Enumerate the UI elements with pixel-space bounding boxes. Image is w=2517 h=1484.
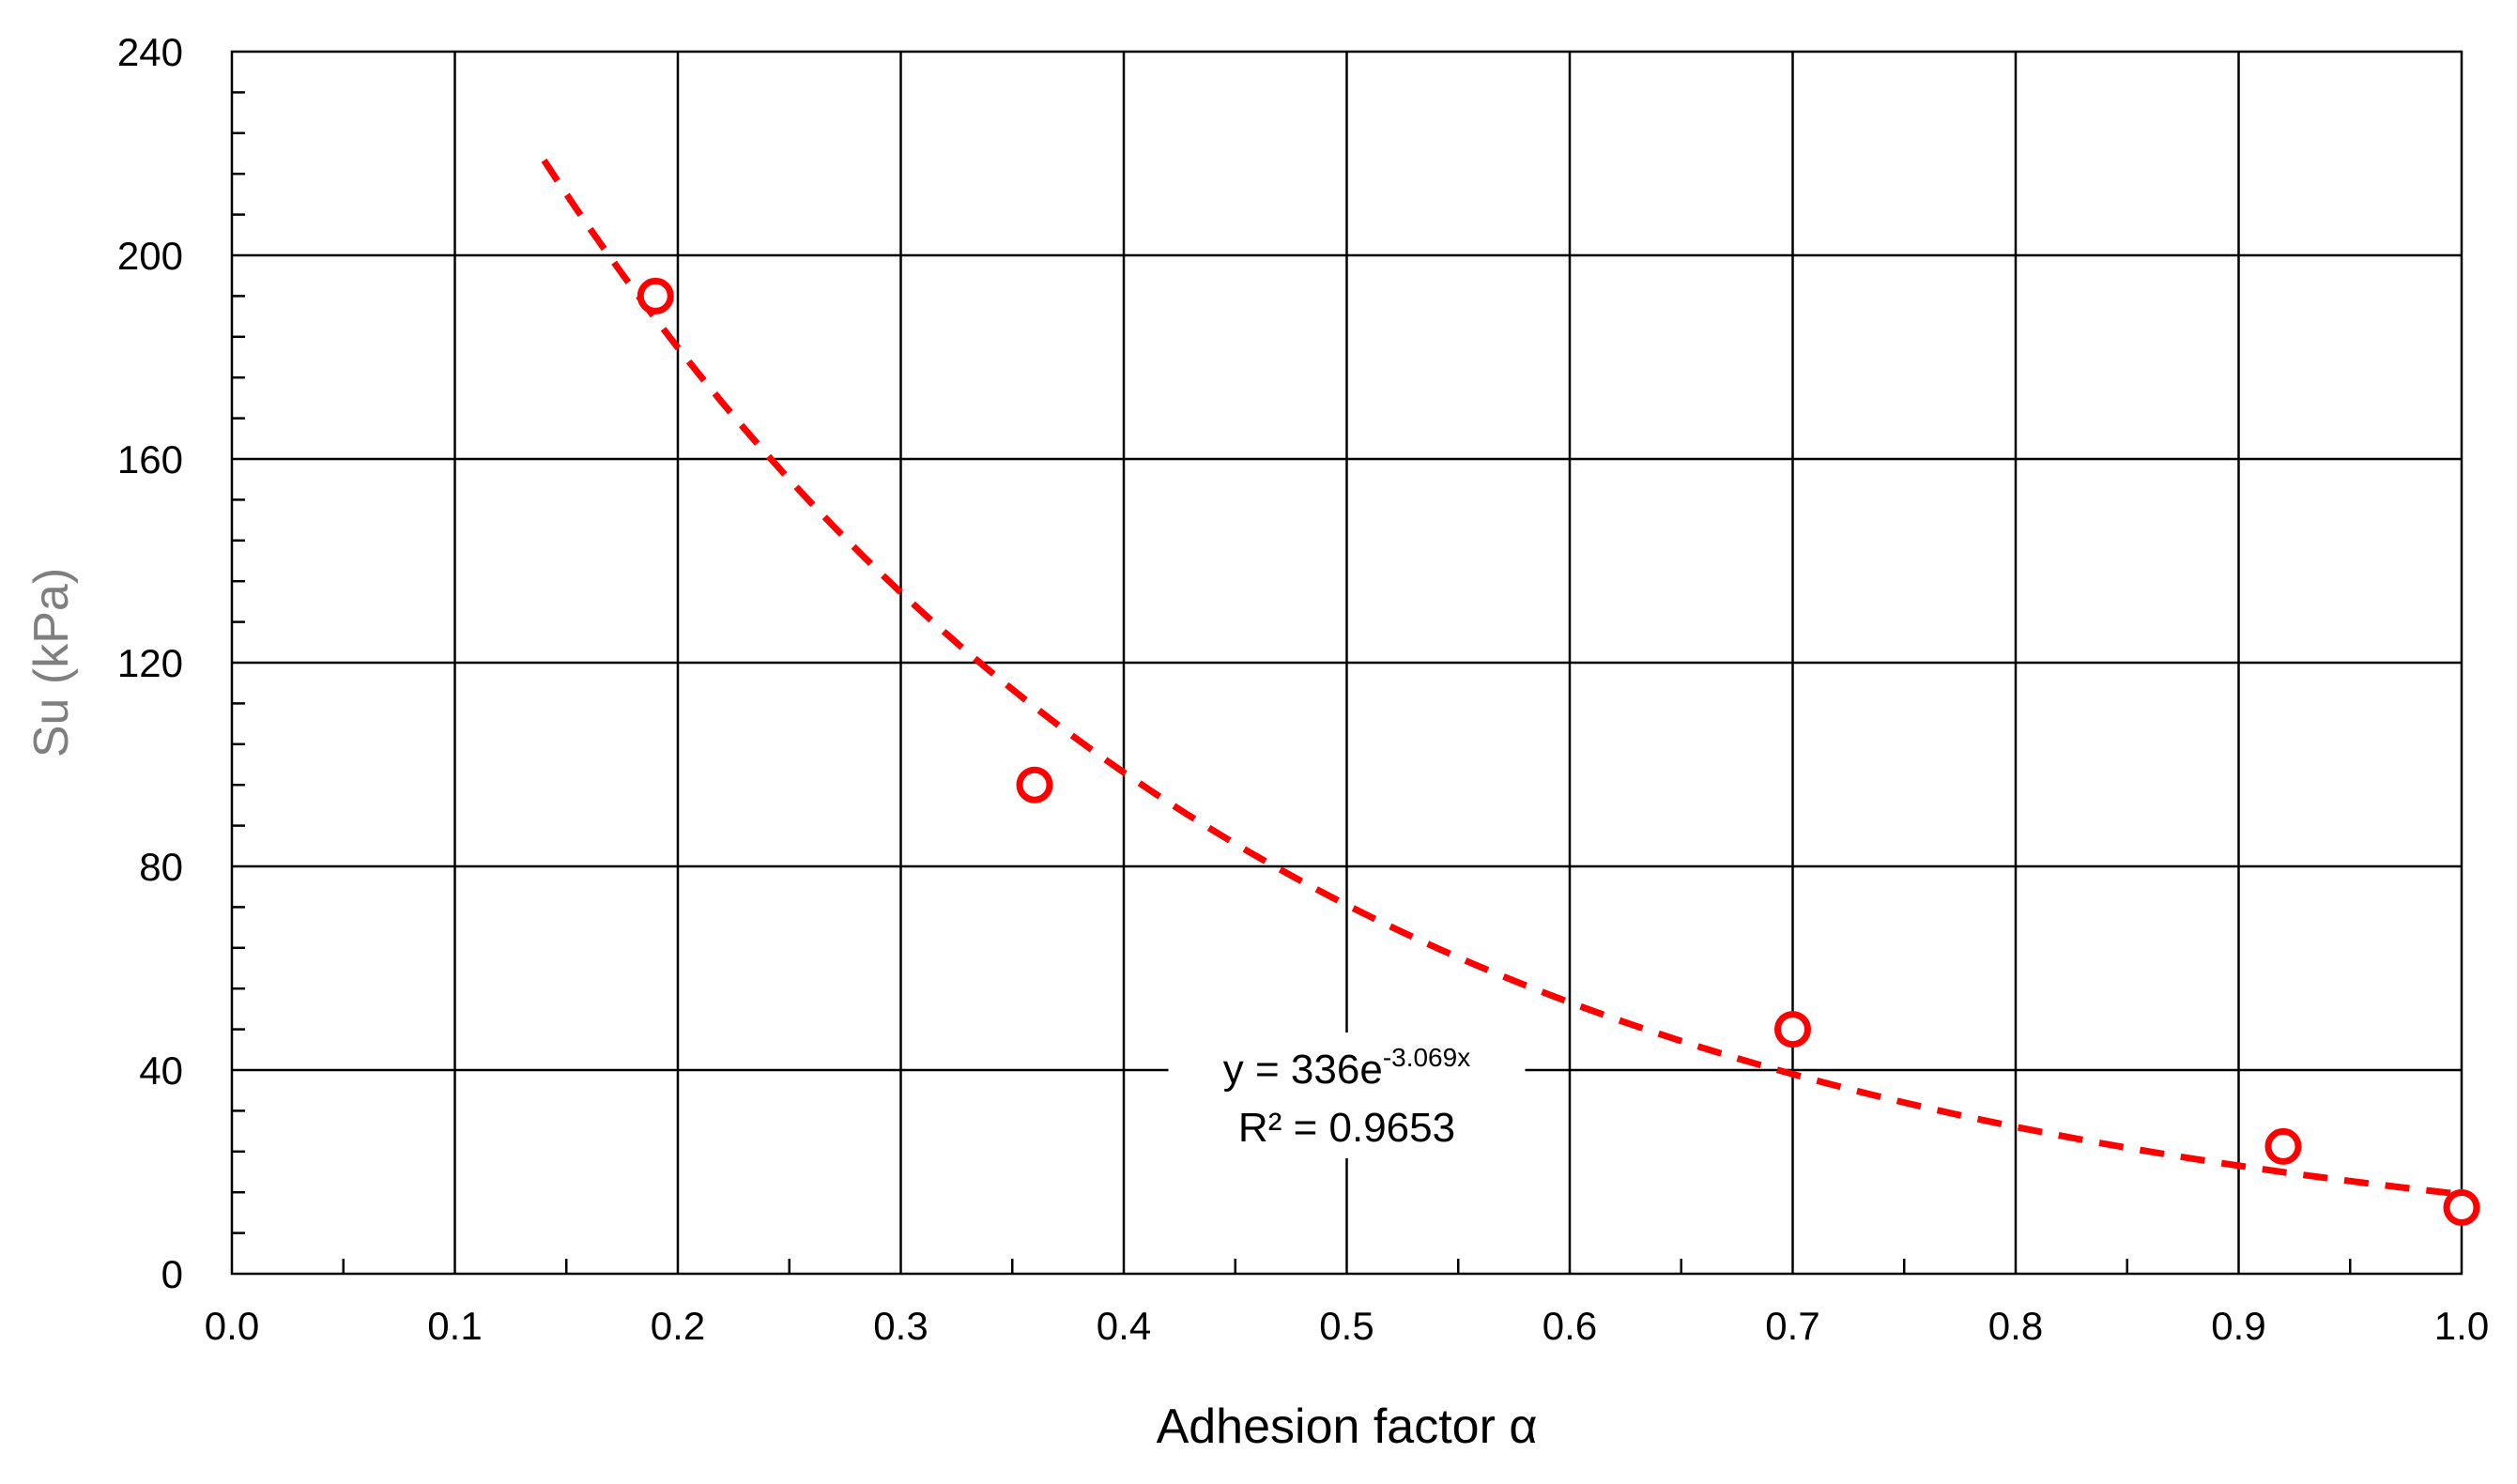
data-points: [637, 277, 2480, 1226]
y-tick-label: 200: [117, 234, 183, 278]
equation-background: [1168, 1033, 1526, 1158]
equation-exponent: -3.069x: [1383, 1043, 1470, 1072]
x-tick-label: 0.0: [205, 1304, 259, 1348]
y-tick-label: 40: [139, 1048, 183, 1093]
equation-base: y = 336e: [1223, 1047, 1383, 1093]
r-squared-text: R² = 0.9653: [1238, 1105, 1455, 1151]
x-tick-label: 0.7: [1765, 1304, 1819, 1348]
x-axis-title: Adhesion factor α: [1157, 1400, 1538, 1454]
data-point: [2264, 1127, 2302, 1165]
data-point: [2443, 1188, 2480, 1226]
trendline-equation: y = 336e-3.069x R² = 0.9653: [1168, 1033, 1526, 1158]
x-tick-label: 0.1: [427, 1304, 482, 1348]
x-tick-label: 0.8: [1988, 1304, 2043, 1348]
x-tick-label: 0.2: [651, 1304, 705, 1348]
data-point: [637, 277, 674, 314]
y-tick-labels: 0 40 80 120 160 200 240: [117, 30, 183, 1296]
x-tick-label: 1.0: [2434, 1304, 2489, 1348]
x-tick-label: 0.6: [1542, 1304, 1597, 1348]
y-tick-label: 240: [117, 30, 183, 74]
equation-text: y = 336e-3.069x: [1223, 1043, 1470, 1093]
x-tick-label: 0.4: [1097, 1304, 1151, 1348]
plot-frame: [230, 50, 2463, 1276]
data-point: [1774, 1011, 1811, 1048]
x-tick-label: 0.5: [1319, 1304, 1374, 1348]
grid-lines: [232, 52, 2462, 1274]
trendline: [541, 158, 2463, 1198]
data-point: [1016, 766, 1053, 803]
x-tick-labels: 0.0 0.1 0.2 0.3 0.4 0.5 0.6 0.7 0.8 0.9 1.0: [205, 1304, 2489, 1348]
y-tick-label: 0: [161, 1252, 183, 1296]
y-axis-title: Su (kPa): [24, 568, 79, 757]
y-tick-label: 120: [117, 641, 183, 685]
y-tick-label: 160: [117, 437, 183, 482]
x-tick-label: 0.3: [873, 1304, 928, 1348]
x-tick-label: 0.9: [2211, 1304, 2265, 1348]
minor-ticks: [232, 91, 2352, 1274]
y-tick-label: 80: [139, 845, 183, 889]
